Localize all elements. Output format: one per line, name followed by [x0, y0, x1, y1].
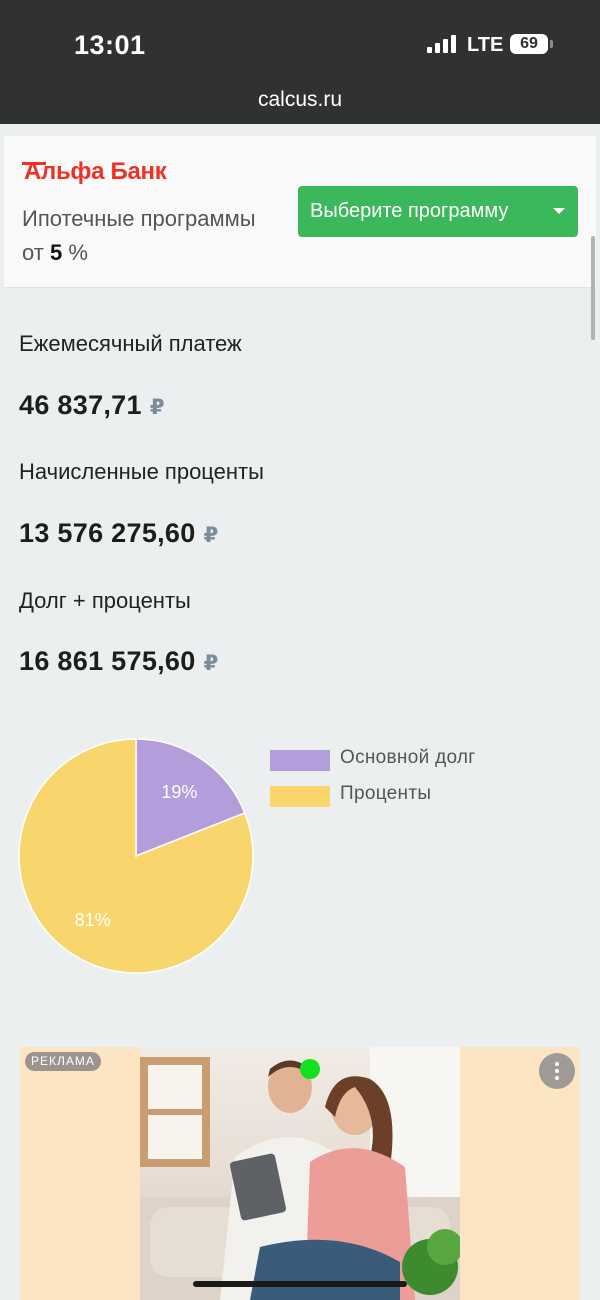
pie-slice-1[interactable] [18, 738, 254, 974]
signal-icon [427, 35, 457, 53]
status-time: 13:01 [74, 30, 146, 60]
home-indicator[interactable] [193, 1281, 407, 1287]
more-options-icon[interactable] [539, 1053, 575, 1089]
pie-label-1: 81% [75, 910, 111, 930]
caret-down-icon [553, 208, 565, 214]
bank-logo-mark [22, 162, 46, 165]
legend-swatch-principal [270, 750, 330, 771]
total-amount: 16 861 575,60 [19, 646, 196, 676]
scrollbar[interactable] [591, 236, 595, 340]
total-value: 16 861 575,60 ₽ [19, 646, 219, 677]
promo-rate: 5 [49, 240, 63, 265]
promo-text: Ипотечные программы от 5 % [22, 202, 282, 270]
choose-program-label: Выберите программу [310, 200, 509, 222]
ad-badge: РЕКЛАМА [25, 1052, 101, 1071]
battery-icon: 69 [510, 34, 548, 54]
status-bar: 13:01 LTE 69 calcus.ru [0, 0, 600, 124]
promo-prefix: Ипотечные программы от [22, 206, 256, 265]
total-label: Долг + проценты [19, 588, 191, 613]
accrued-interest-value: 13 576 275,60 ₽ [19, 518, 219, 549]
ruble-icon: ₽ [203, 524, 219, 547]
pie-slice-0[interactable] [135, 738, 246, 858]
battery-tip [550, 40, 553, 48]
legend-label-principal: Основной долг [340, 747, 476, 768]
choose-program-button[interactable]: Выберите программу [298, 186, 578, 237]
pie-chart: 19% 81% [18, 738, 254, 974]
network-type: LTE [467, 34, 504, 56]
ruble-icon: ₽ [203, 652, 219, 675]
advertisement[interactable]: РЕКЛАМА [20, 1047, 580, 1300]
legend-swatch-interest [270, 786, 330, 807]
legend-label-interest: Проценты [340, 783, 432, 804]
url-bar[interactable]: calcus.ru [257, 88, 343, 111]
monthly-payment-label: Ежемесячный платеж [19, 331, 242, 356]
pie-label-0: 19% [161, 782, 197, 802]
ruble-icon: ₽ [149, 396, 165, 419]
accrued-interest-label: Начисленные проценты [19, 459, 264, 484]
bank-logo: Альфа Банк [24, 158, 167, 185]
monthly-payment-value: 46 837,71 ₽ [19, 390, 165, 421]
ad-image [140, 1047, 460, 1300]
monthly-payment-amount: 46 837,71 [19, 390, 142, 420]
accrued-interest-amount: 13 576 275,60 [19, 518, 196, 548]
promo-suffix: % [62, 240, 88, 265]
